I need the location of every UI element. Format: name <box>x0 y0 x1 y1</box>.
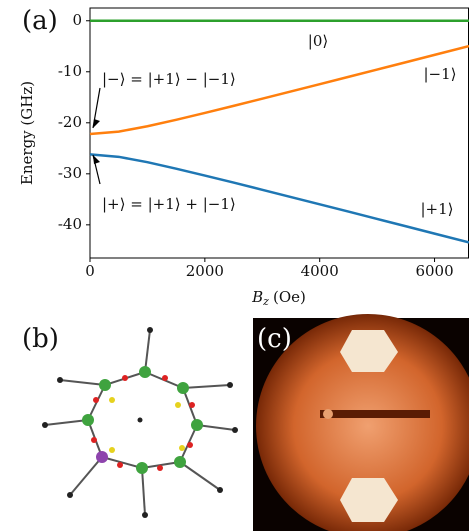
x-axis-label: Bz (Oe) <box>251 288 306 308</box>
y-tick-label: -20 <box>58 113 82 131</box>
annotation: |−⟩ = |+1⟩ − |−1⟩ <box>102 70 236 88</box>
x-tick-label: 0 <box>85 262 95 280</box>
series-line <box>89 153 469 244</box>
y-tick-label: -30 <box>58 164 82 182</box>
y-axis-label: Energy (GHz) <box>18 81 36 185</box>
x-label-unit: (Oe) <box>273 288 306 306</box>
plot-frame <box>89 7 469 259</box>
molecule-image <box>42 327 238 518</box>
x-label-subscript: z <box>262 295 269 308</box>
annotation: |+⟩ = |+1⟩ + |−1⟩ <box>102 195 236 213</box>
state-label: |+1⟩ <box>420 200 453 218</box>
y-tick-label: -10 <box>58 62 82 80</box>
plot-a: 0 -10 -20 -30 -40 0 2000 4000 6000 Energy (GHz) Bz… <box>18 7 469 308</box>
y-tick-label: -40 <box>58 215 82 233</box>
photo-image <box>253 314 469 531</box>
panel-label: (a) <box>22 6 58 36</box>
x-tick-label: 6000 <box>415 262 453 280</box>
x-label-symbol: B <box>251 288 263 306</box>
arrow-head <box>93 155 100 164</box>
state-label: |0⟩ <box>308 32 328 50</box>
x-tick-label: 2000 <box>186 262 224 280</box>
x-tick-label: 4000 <box>301 262 339 280</box>
series-line <box>89 44 469 136</box>
state-label: |−1⟩ <box>423 65 456 83</box>
arrow-head <box>93 119 100 128</box>
panel-label: (b) <box>22 324 59 354</box>
panel-label: (c) <box>257 324 292 354</box>
y-tick-label: 0 <box>72 11 82 29</box>
